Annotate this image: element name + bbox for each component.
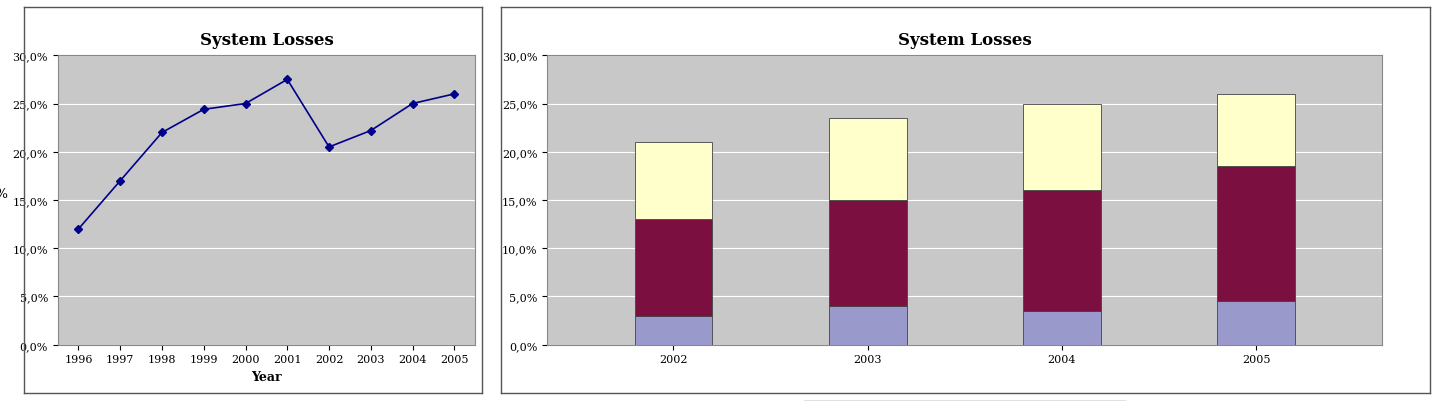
Bar: [1217, 167, 1295, 302]
Bar: [635, 316, 713, 345]
Bar: [829, 200, 907, 306]
X-axis label: Year: Year: [251, 370, 282, 383]
Bar: [1022, 104, 1100, 191]
Bar: [635, 143, 713, 220]
Bar: [829, 119, 907, 200]
Bar: [1022, 311, 1100, 345]
Bar: [1217, 95, 1295, 167]
Title: System Losses: System Losses: [200, 32, 333, 49]
Title: System Losses: System Losses: [899, 32, 1031, 49]
Bar: [829, 306, 907, 345]
Y-axis label: %: %: [0, 188, 7, 200]
Bar: [1022, 191, 1100, 311]
Bar: [1217, 302, 1295, 345]
Bar: [635, 220, 713, 316]
